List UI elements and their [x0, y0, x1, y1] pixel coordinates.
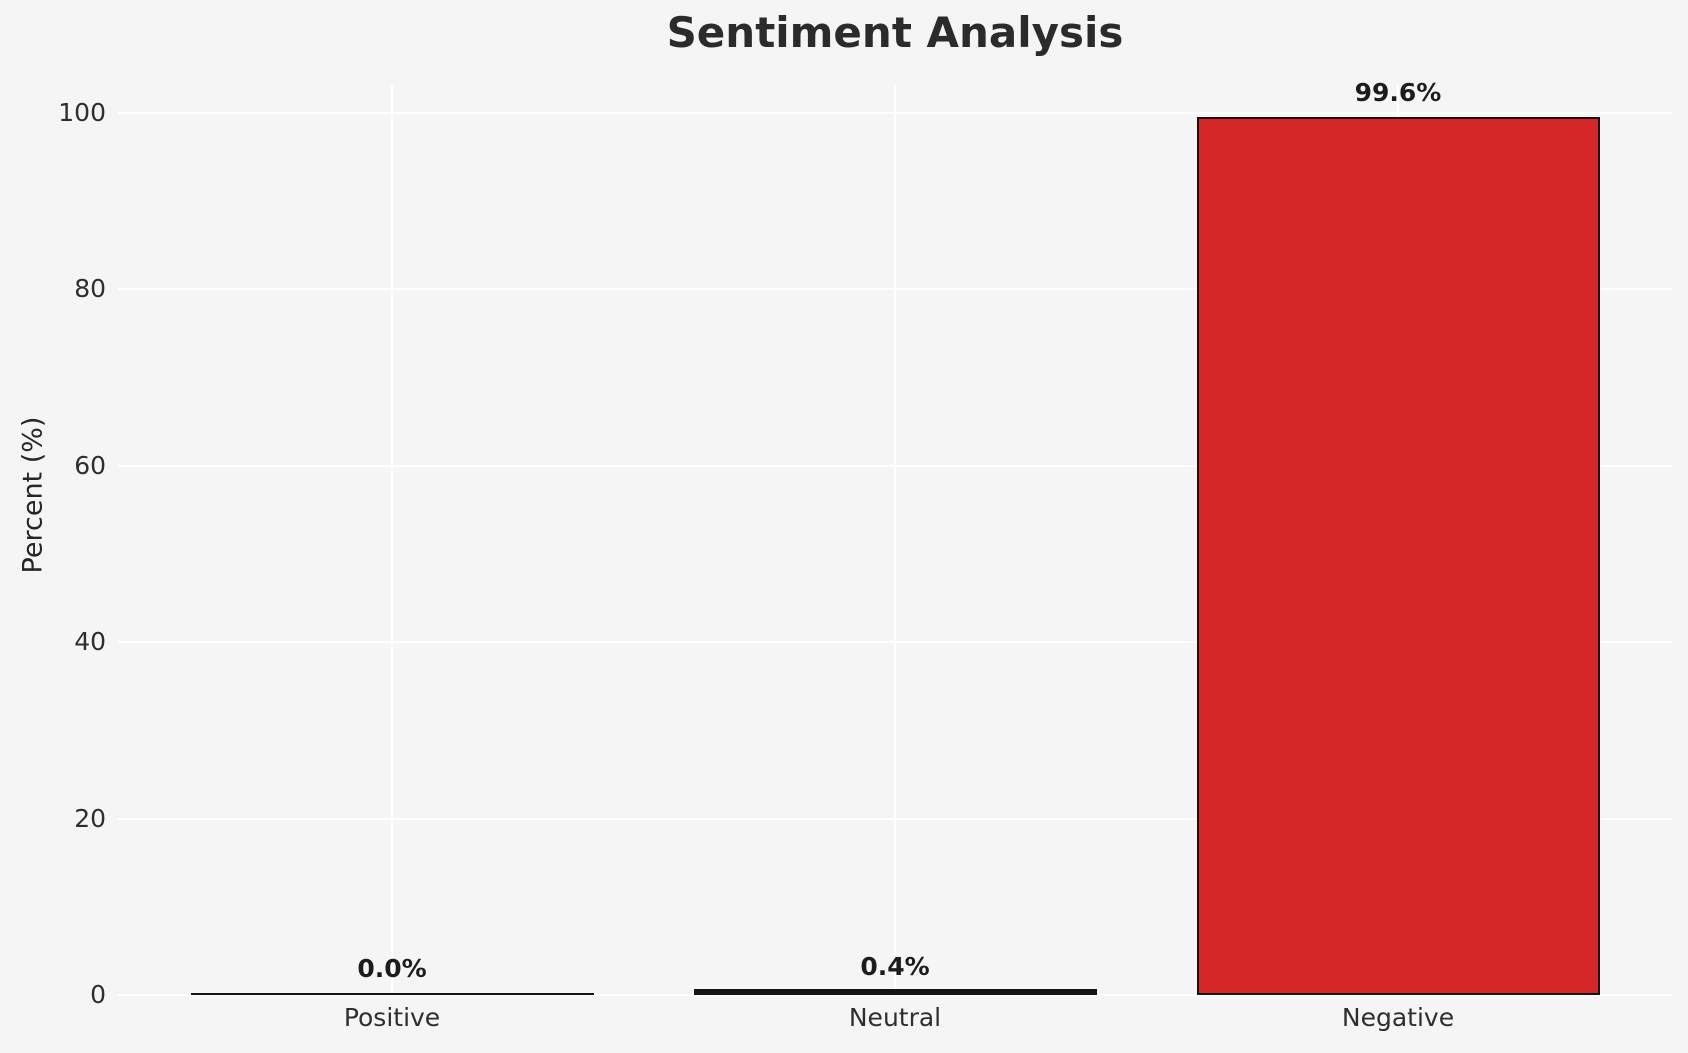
x-tick-label: Negative	[1341, 1003, 1455, 1032]
y-tick-label: 100	[58, 98, 106, 127]
bar-positive	[190, 992, 594, 995]
y-tick-label: 20	[74, 803, 106, 833]
bar-value-label: 0.0%	[357, 954, 427, 983]
y-tick-label: 60	[74, 450, 106, 480]
x-tick-label: Neutral	[848, 1003, 942, 1032]
bar-value-label: 0.4%	[860, 952, 930, 982]
gridline-horizontal	[118, 994, 1672, 996]
chart-title: Sentiment Analysis	[666, 8, 1124, 57]
y-axis-label: Percent (%)	[17, 416, 49, 574]
y-tick-label: 40	[74, 627, 106, 657]
bar-negative	[1196, 116, 1600, 995]
gridline-vertical	[391, 85, 393, 995]
y-tick-label: 80	[74, 274, 106, 304]
bar-value-label: 99.6%	[1354, 77, 1442, 107]
gridline-vertical	[894, 85, 896, 995]
y-tick-label: 0	[90, 980, 106, 1009]
x-tick-label: Positive	[343, 1003, 441, 1032]
bar-neutral	[693, 988, 1097, 995]
